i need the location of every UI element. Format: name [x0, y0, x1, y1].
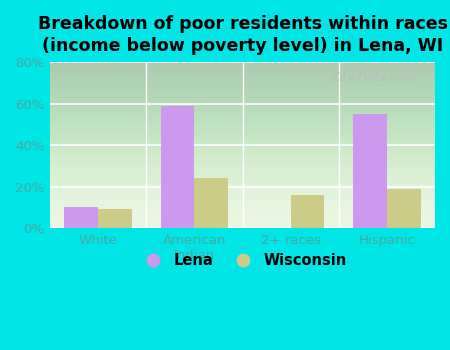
Bar [98, 209, 132, 228]
Bar [194, 178, 228, 228]
Bar [64, 207, 98, 228]
Bar [353, 114, 387, 228]
Bar [387, 189, 421, 228]
Bar [291, 195, 324, 228]
Title: Breakdown of poor residents within races
(income below poverty level) in Lena, W: Breakdown of poor residents within races… [37, 15, 448, 55]
Text: City-Data.com: City-Data.com [331, 71, 415, 84]
Bar [161, 106, 194, 228]
Legend: Lena, Wisconsin: Lena, Wisconsin [133, 247, 352, 274]
